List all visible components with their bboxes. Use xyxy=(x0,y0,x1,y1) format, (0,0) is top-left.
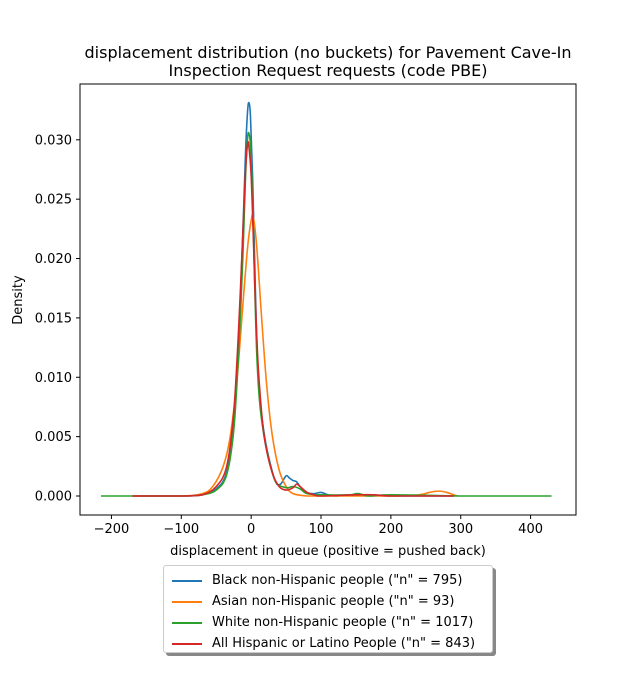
legend-swatch-black xyxy=(172,579,202,582)
y-tick-label: 0.020 xyxy=(35,252,72,267)
legend-label-asian: Asian non-Hispanic people ("n" = 93) xyxy=(212,594,455,609)
series-line-asian xyxy=(132,214,458,497)
y-tick-label: 0.025 xyxy=(35,193,72,208)
x-tick-label: −100 xyxy=(163,522,199,537)
y-tick-label: 0.005 xyxy=(35,430,72,445)
legend-swatch-white xyxy=(172,621,202,624)
series-line-hispanic xyxy=(132,141,454,497)
legend-item-hispanic: All Hispanic or Latino People ("n" = 843… xyxy=(172,633,484,654)
legend-swatch-hispanic xyxy=(172,642,202,645)
legend-label-white: White non-Hispanic people ("n" = 1017) xyxy=(212,615,474,630)
series-line-white xyxy=(100,131,552,497)
x-tick-label: 0 xyxy=(247,522,255,537)
legend: Black non-Hispanic people ("n" = 795) As… xyxy=(163,565,493,653)
legend-label-hispanic: All Hispanic or Latino People ("n" = 843… xyxy=(212,636,476,651)
legend-item-asian: Asian non-Hispanic people ("n" = 93) xyxy=(172,591,484,612)
y-tick-label: 0.000 xyxy=(35,490,72,505)
x-tick-label: −200 xyxy=(94,522,130,537)
x-tick-label: 300 xyxy=(448,522,473,537)
chart-title-line-2: Inspection Request requests (code PBE) xyxy=(169,61,488,80)
x-axis: −200 −100 0 100 200 300 400 xyxy=(94,515,543,537)
y-axis: 0.000 0.005 0.010 0.015 0.020 0.025 0.030 xyxy=(35,133,80,505)
series-line-black xyxy=(132,101,454,497)
x-axis-label: displacement in queue (positive = pushed… xyxy=(170,544,486,559)
y-axis-label: Density xyxy=(11,275,26,325)
series-lines xyxy=(100,101,552,497)
y-tick-label: 0.015 xyxy=(35,311,72,326)
x-tick-label: 400 xyxy=(518,522,543,537)
x-tick-label: 200 xyxy=(378,522,403,537)
legend-swatch-asian xyxy=(172,600,202,603)
x-tick-label: 100 xyxy=(309,522,334,537)
plot-frame xyxy=(79,83,577,516)
legend-item-white: White non-Hispanic people ("n" = 1017) xyxy=(172,612,484,633)
chart-title-line-1: displacement distribution (no buckets) f… xyxy=(85,43,572,62)
legend-item-black: Black non-Hispanic people ("n" = 795) xyxy=(172,570,484,591)
y-tick-label: 0.030 xyxy=(35,133,72,148)
legend-label-black: Black non-Hispanic people ("n" = 795) xyxy=(212,573,463,588)
y-tick-label: 0.010 xyxy=(35,371,72,386)
